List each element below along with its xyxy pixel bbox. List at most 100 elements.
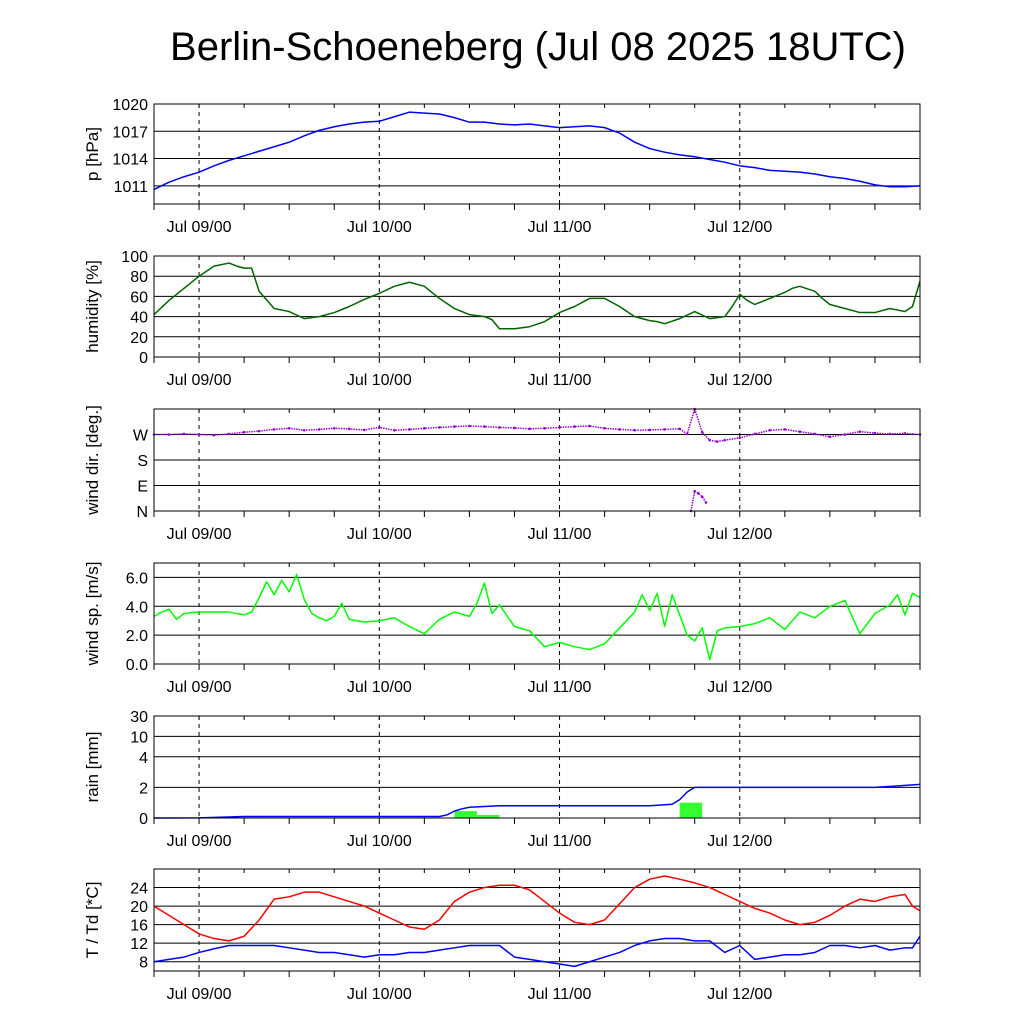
series-line-rain_line bbox=[153, 783, 921, 819]
xtick-label: Jul 10/00 bbox=[347, 219, 412, 236]
panel-rain: 0 2 4 10 30 Jul 09/00 Jul 10/00 Jul 11/00 Jul 12… bbox=[83, 709, 921, 850]
ytick-label: S bbox=[137, 453, 148, 470]
xtick-label: Jul 12/00 bbox=[707, 219, 772, 236]
data-point bbox=[543, 426, 546, 430]
plot-frame bbox=[153, 103, 921, 205]
plot-frame bbox=[153, 408, 921, 512]
data-point bbox=[843, 433, 847, 436]
series-line-wind_dir bbox=[690, 489, 707, 512]
data-point bbox=[332, 426, 336, 430]
ytick-label: 20 bbox=[130, 330, 148, 347]
data-point bbox=[888, 432, 892, 436]
data-point bbox=[738, 436, 742, 440]
xtick-label: Jul 11/00 bbox=[528, 372, 592, 389]
data-point bbox=[873, 431, 877, 435]
ytick-label: N bbox=[136, 504, 148, 521]
xtick-label: Jul 10/00 bbox=[347, 679, 412, 696]
data-point bbox=[242, 430, 246, 434]
y-axis-label: T / Td [*C] bbox=[83, 882, 102, 959]
data-point bbox=[828, 435, 832, 439]
data-point bbox=[903, 432, 907, 435]
series-line-humidity bbox=[153, 262, 921, 330]
xtick-label: Jul 11/00 bbox=[528, 986, 592, 1003]
plot-frame bbox=[153, 255, 921, 358]
ytick-label: 10 bbox=[130, 729, 148, 746]
ytick-label: 12 bbox=[130, 936, 148, 953]
y-axis-label: wind sp. [m/s] bbox=[83, 562, 102, 667]
data-point bbox=[468, 424, 471, 428]
data-point bbox=[513, 426, 516, 430]
series-line-pressure bbox=[153, 111, 921, 191]
xtick-label: Jul 09/00 bbox=[167, 372, 232, 389]
y-axis-label: wind dir. [deg.] bbox=[83, 405, 102, 516]
xtick-label: Jul 10/00 bbox=[347, 526, 412, 543]
ytick-label: 16 bbox=[130, 918, 148, 935]
ytick-label: 8 bbox=[139, 955, 148, 972]
data-point bbox=[753, 432, 757, 436]
data-point bbox=[408, 428, 411, 431]
data-point bbox=[697, 492, 700, 495]
data-point bbox=[723, 438, 727, 442]
ytick-label: 2.0 bbox=[126, 628, 148, 645]
data-point bbox=[618, 428, 621, 431]
data-point bbox=[423, 426, 426, 430]
ytick-label: 20 bbox=[130, 899, 148, 916]
ytick-label: 0.0 bbox=[126, 657, 148, 674]
xtick-label: Jul 11/00 bbox=[528, 219, 592, 236]
data-point bbox=[393, 428, 396, 432]
xtick-label: Jul 11/00 bbox=[528, 679, 592, 696]
data-point bbox=[257, 429, 261, 433]
plot-frame bbox=[153, 562, 921, 665]
ytick-label: 4.0 bbox=[126, 599, 148, 616]
ytick-label: 40 bbox=[130, 310, 148, 327]
data-point bbox=[685, 432, 689, 436]
data-point bbox=[227, 432, 231, 436]
data-point bbox=[768, 428, 772, 432]
data-point bbox=[603, 426, 606, 430]
data-point bbox=[633, 428, 636, 432]
y-axis-label: p [hPa] bbox=[83, 127, 102, 181]
rain-bar bbox=[454, 811, 477, 818]
data-point bbox=[715, 440, 719, 443]
data-point bbox=[678, 427, 681, 431]
data-point bbox=[362, 428, 366, 432]
rain-bar bbox=[476, 814, 500, 818]
xtick-label: Jul 12/00 bbox=[707, 372, 772, 389]
xtick-label: Jul 09/00 bbox=[167, 833, 232, 850]
data-point bbox=[528, 427, 531, 431]
data-point bbox=[212, 433, 216, 437]
panel-wind_speed: 0.0 2.0 4.0 6.0 Jul 09/00 Jul 10/00 Jul 11/00 J… bbox=[83, 562, 921, 696]
xtick-label: Jul 09/00 bbox=[167, 986, 232, 1003]
series-line-temperature bbox=[153, 875, 921, 942]
data-point bbox=[287, 426, 291, 430]
ytick-label: 1020 bbox=[112, 97, 148, 114]
ytick-label: 60 bbox=[130, 289, 148, 306]
xtick-label: Jul 10/00 bbox=[347, 986, 412, 1003]
data-point bbox=[704, 501, 708, 504]
chart-title: Berlin-Schoeneberg (Jul 08 2025 18UTC) bbox=[170, 25, 906, 69]
data-point bbox=[453, 425, 456, 428]
data-point bbox=[197, 433, 201, 436]
data-point bbox=[182, 432, 186, 436]
ytick-label: E bbox=[137, 479, 148, 496]
series-line-wind_dir bbox=[154, 406, 921, 443]
data-point bbox=[483, 425, 486, 428]
data-point bbox=[272, 428, 276, 431]
data-point bbox=[858, 430, 862, 433]
xtick-label: Jul 11/00 bbox=[528, 526, 592, 543]
xtick-label: Jul 09/00 bbox=[167, 219, 232, 236]
xtick-label: Jul 09/00 bbox=[167, 526, 232, 543]
data-point bbox=[317, 428, 321, 431]
data-point bbox=[302, 428, 306, 432]
series-line-dewpoint bbox=[153, 935, 921, 968]
y-axis-label: humidity [%] bbox=[83, 260, 102, 353]
data-point bbox=[438, 426, 441, 429]
data-point bbox=[588, 424, 591, 428]
xtick-label: Jul 12/00 bbox=[707, 986, 772, 1003]
rain-bar bbox=[679, 802, 703, 818]
plot-frame bbox=[153, 868, 921, 972]
xtick-label: Jul 12/00 bbox=[707, 679, 772, 696]
data-point bbox=[700, 430, 704, 434]
